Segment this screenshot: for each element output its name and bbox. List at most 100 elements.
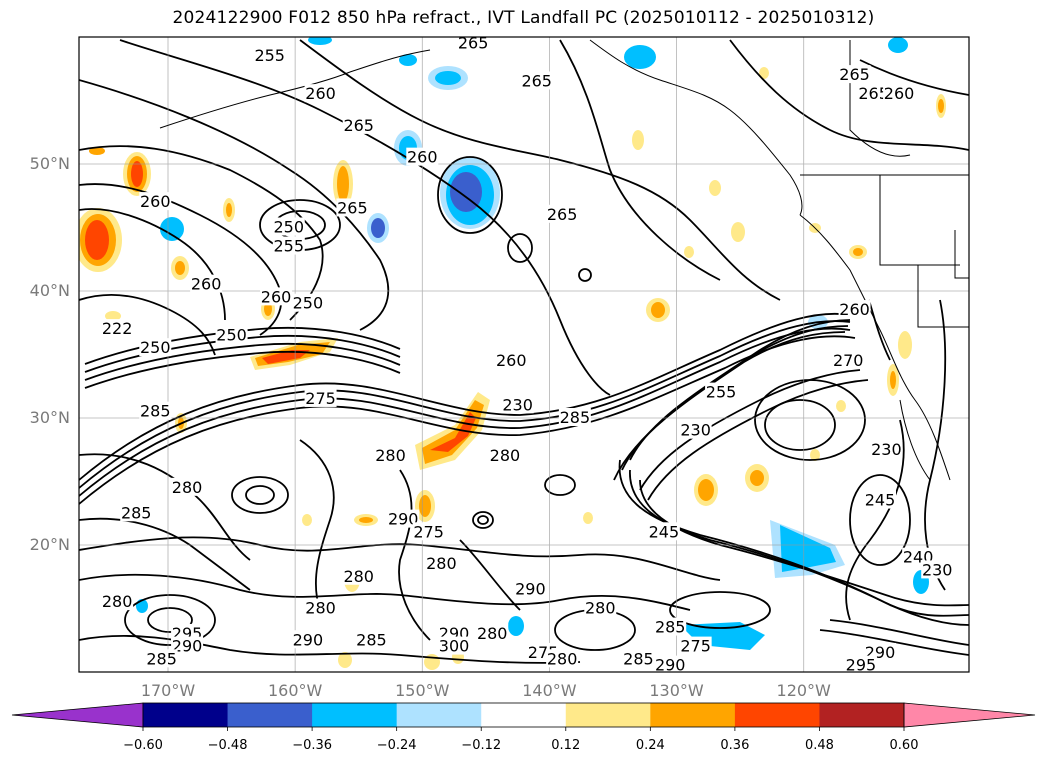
shade-blob [731, 222, 745, 242]
colorbar-extend-high [903, 702, 1036, 728]
contour-label-bg [870, 439, 903, 458]
contour-label: 260 [407, 148, 438, 167]
colorbar-tick-label: 0.36 [720, 738, 750, 753]
lon-tick-label: 150°W [395, 681, 450, 700]
contour-label: 260 [884, 84, 915, 103]
lat-tick-label: 50°N [29, 154, 70, 173]
contour-line [459, 539, 521, 611]
contour-label: 280 [585, 599, 616, 618]
shade-blob [888, 37, 908, 53]
contour-line [79, 312, 851, 481]
contour-line [84, 342, 401, 381]
contour-label: 285 [623, 649, 654, 668]
contour-label: 245 [649, 522, 680, 541]
contour-label: 230 [680, 421, 711, 440]
contour-label-bg [171, 477, 204, 496]
shade-blob [698, 479, 714, 501]
contour-label: 280 [375, 446, 406, 465]
page-title: 2024122900 F012 850 hPa refract., IVT La… [172, 8, 875, 28]
colorbar-segment [143, 703, 229, 727]
lon-tick-label: 130°W [649, 681, 704, 700]
contour-label: 265 [458, 33, 489, 52]
shade-blob [759, 67, 769, 79]
shade-blob [371, 218, 385, 238]
contour-label: 250 [274, 218, 305, 237]
contour-line [84, 334, 401, 373]
contour-label: 280 [490, 446, 521, 465]
contour-label: 290 [172, 637, 203, 656]
colorbar-tick-label: 0.24 [635, 738, 665, 753]
contour-label: 230 [871, 440, 902, 459]
shade-blob [810, 449, 820, 461]
contour-label: 265 [337, 198, 368, 217]
state-border [917, 265, 969, 328]
contour-line [849, 474, 911, 566]
contour-label-bg [921, 560, 954, 579]
colorbar-tick-label: 0.60 [889, 738, 919, 753]
contour-line [729, 39, 969, 151]
contour-label-bg [291, 630, 324, 649]
contour-label: 275 [305, 389, 336, 408]
contour-label-bg [844, 655, 877, 672]
contour-label-bg [304, 84, 337, 103]
contour-line [299, 439, 335, 611]
contour-label: 265 [521, 71, 552, 90]
contour-label-bg [342, 566, 375, 585]
contour-line [845, 419, 905, 621]
colorbar-segment [734, 703, 820, 727]
contour-label: 260 [191, 275, 222, 294]
contour-label: 275 [680, 637, 711, 656]
contour-line [84, 350, 401, 389]
colorbar-segment [819, 703, 905, 727]
contour-label-bg [501, 395, 534, 414]
contour-label: 300 [439, 637, 470, 656]
shade-blob [399, 54, 417, 66]
contour-line [507, 233, 533, 263]
contour-label-bg [546, 649, 579, 668]
colorbar-tick-label: 0.48 [804, 738, 834, 753]
shade-blob [337, 166, 349, 202]
contour-label-bg [260, 287, 293, 306]
contour-label: 265 [547, 205, 578, 224]
contour-label: 260 [140, 192, 171, 211]
contour-label-bg [838, 300, 871, 319]
contour-line [613, 331, 846, 481]
contour-label-bg [705, 382, 738, 401]
contour-line [559, 39, 721, 281]
shade-blob [750, 470, 764, 486]
graticule [79, 37, 969, 672]
contour-label-bg [253, 46, 286, 65]
contour-label-bg [374, 446, 407, 465]
contour-line [299, 39, 781, 301]
contour-label: 250 [216, 325, 247, 344]
colorbar-tick-label: −0.12 [461, 738, 502, 753]
contour-label: 280 [305, 599, 336, 618]
contour-label-bg [304, 598, 337, 617]
colorbar-tick-label: −0.48 [207, 738, 248, 753]
coastline-mexico [899, 399, 931, 481]
contour-label-bg [139, 338, 172, 357]
contour-line [618, 459, 969, 626]
contour-line [819, 629, 969, 656]
shade-blob [651, 302, 665, 318]
contour-line [231, 476, 289, 514]
contour-label: 265 [343, 116, 374, 135]
contour-line [437, 156, 503, 234]
colorbar-segment [481, 703, 567, 727]
shade-blob [836, 400, 846, 412]
contour-line [398, 469, 431, 641]
shade-blob [430, 412, 476, 452]
shade-blob [890, 371, 896, 389]
shade-blob [85, 220, 109, 260]
shade-blob [338, 652, 352, 668]
contour-label: 270 [833, 351, 864, 370]
shade-blob [709, 180, 721, 196]
contour-label-bg [355, 630, 388, 649]
contour-label-bg [190, 274, 223, 293]
colorbar-segment [312, 703, 398, 727]
contour-label-bg [558, 408, 591, 426]
contour-label: 290 [293, 630, 324, 649]
contour-line [79, 453, 251, 561]
